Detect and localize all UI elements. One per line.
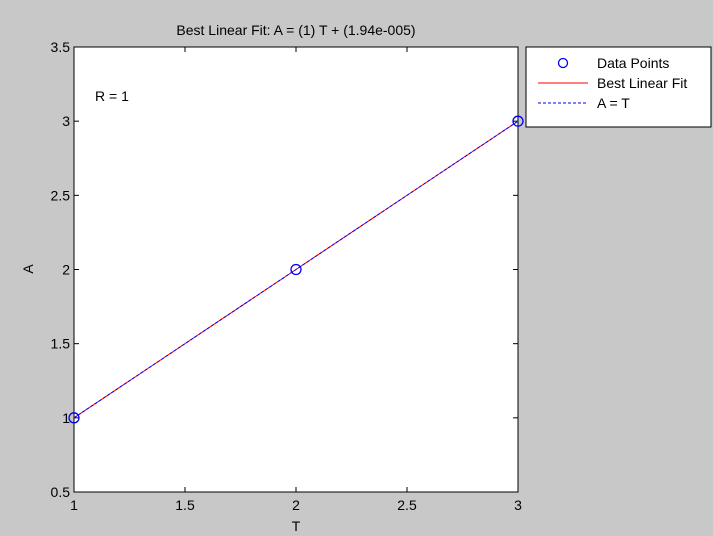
legend-label: A = T (597, 95, 630, 111)
y-tick-label: 3.5 (51, 39, 71, 55)
data-point (290, 263, 302, 276)
y-tick-label: 1.5 (51, 336, 71, 352)
series-line-a-t (73, 120, 519, 419)
x-axis-label: T (292, 518, 301, 534)
legend-label: Best Linear Fit (597, 75, 687, 91)
data-point (512, 115, 524, 127)
x-tick-label: 1.5 (175, 497, 195, 513)
y-tick-label: 1 (62, 410, 70, 426)
series-layer (68, 115, 524, 424)
x-tick-label: 2.5 (397, 497, 417, 513)
legend-marker-data-points (557, 57, 569, 69)
y-tick-label: 3 (62, 113, 70, 129)
legend-label: Data Points (597, 55, 669, 71)
y-tick-label: 2 (62, 262, 70, 278)
chart-title: Best Linear Fit: A = (1) T + (1.94e-005) (176, 22, 415, 38)
x-tick-label: 2 (292, 497, 300, 513)
axis-tick-labels: 1 1.5 2 2.5 30.511.522.533.5 (51, 39, 523, 513)
y-tick-label: 0.5 (51, 484, 71, 500)
y-tick-label: 2.5 (51, 187, 71, 203)
r-annotation: R = 1 (95, 88, 129, 104)
data-point (68, 412, 80, 424)
y-axis-label: A (20, 264, 36, 274)
legend-box (525, 46, 712, 128)
x-tick-label: 3 (514, 497, 522, 513)
legend: Data Points Best Linear Fit A = T (525, 46, 712, 128)
axis-ticks (73, 46, 519, 493)
x-tick-label: 1 (70, 497, 78, 513)
